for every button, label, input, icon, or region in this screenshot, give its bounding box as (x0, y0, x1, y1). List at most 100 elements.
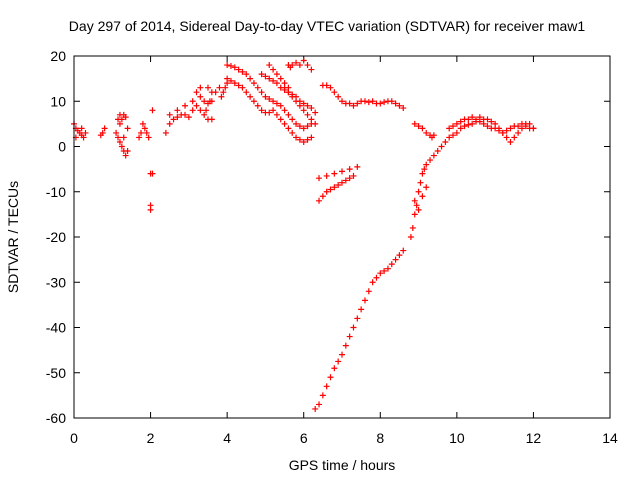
data-point-plus (138, 129, 144, 136)
data-point-plus (327, 84, 334, 91)
data-point-plus (323, 383, 330, 390)
data-point-plus (273, 100, 280, 107)
data-point-plus (270, 77, 277, 84)
data-point-plus (381, 267, 388, 274)
data-point-plus (503, 134, 510, 141)
data-point-plus (450, 123, 457, 130)
data-point-plus (203, 107, 210, 114)
data-point-plus (365, 288, 372, 295)
data-point-plus (300, 107, 307, 114)
data-point-plus (434, 148, 441, 155)
data-point-plus (335, 181, 342, 188)
y-tick-label: -10 (46, 184, 66, 200)
data-point-plus (270, 107, 277, 114)
data-point-plus (495, 125, 502, 132)
y-tick-label: -50 (46, 365, 66, 381)
data-point-plus (388, 261, 395, 268)
x-tick-label: 14 (602, 430, 618, 446)
data-points (71, 57, 537, 412)
data-point-plus (258, 107, 265, 114)
data-point-plus (266, 95, 273, 102)
data-point-plus (339, 179, 345, 186)
data-point-plus (377, 270, 384, 277)
data-point-plus (185, 114, 192, 121)
data-point-plus (300, 57, 307, 64)
data-point-plus (170, 116, 177, 123)
data-point-plus (515, 129, 522, 136)
data-point-plus (212, 89, 219, 96)
data-point-plus (80, 134, 87, 141)
data-point-plus (239, 68, 246, 75)
data-point-plus (224, 75, 231, 82)
data-point-plus (296, 136, 303, 143)
data-point-plus (124, 148, 131, 155)
data-point-plus (239, 84, 246, 91)
data-point-plus (118, 143, 125, 150)
data-point-plus (115, 116, 122, 123)
data-point-plus (281, 84, 288, 91)
data-point-plus (182, 102, 189, 109)
data-point-plus (116, 138, 123, 145)
data-point-plus (120, 134, 127, 141)
data-point-plus (450, 132, 457, 139)
data-point-plus (312, 405, 319, 412)
data-point-plus (342, 177, 349, 184)
data-point-plus (231, 64, 238, 71)
data-point-plus (327, 374, 334, 381)
data-point-plus (419, 125, 426, 132)
data-point-plus (145, 134, 152, 141)
data-point-plus (308, 66, 315, 73)
data-point-plus (162, 129, 169, 136)
chart-title: Day 297 of 2014, Sidereal Day-to-day VTE… (69, 18, 586, 34)
data-point-plus (293, 98, 300, 105)
data-point-plus (453, 120, 460, 127)
data-point-plus (323, 172, 330, 179)
data-point-plus (143, 129, 150, 136)
data-point-plus (300, 100, 307, 107)
y-tick-label: -40 (46, 320, 66, 336)
data-point-plus (369, 279, 376, 286)
data-point-plus (201, 98, 208, 105)
data-point-plus (115, 134, 122, 141)
data-point-plus (262, 93, 269, 100)
data-point-plus (220, 89, 227, 96)
data-point-plus (139, 120, 146, 127)
data-point-plus (384, 265, 391, 272)
data-point-plus (316, 401, 323, 408)
data-point-plus (400, 105, 407, 112)
data-point-plus (312, 120, 319, 127)
data-point-plus (354, 315, 361, 322)
data-point-plus (231, 80, 238, 87)
data-point-plus (316, 197, 323, 204)
data-point-plus (346, 166, 353, 173)
data-point-plus (189, 98, 196, 105)
data-point-plus (101, 125, 108, 132)
data-point-plus (415, 188, 422, 195)
data-point-plus (331, 89, 338, 96)
data-point-plus (122, 114, 129, 121)
data-point-plus (323, 82, 330, 89)
data-point-plus (392, 256, 399, 263)
data-point-plus (205, 84, 211, 91)
data-point-plus (277, 116, 284, 123)
data-point-plus (515, 123, 522, 130)
data-point-plus (285, 125, 292, 132)
data-point-plus (346, 333, 353, 340)
data-point-plus (189, 107, 196, 114)
data-point-plus (273, 71, 280, 78)
data-point-plus (208, 98, 215, 105)
data-point-plus (247, 75, 254, 82)
data-point-plus (499, 129, 506, 136)
data-point-plus (350, 172, 357, 179)
data-point-plus (312, 109, 319, 116)
data-point-plus (296, 123, 303, 130)
data-point-plus (350, 324, 357, 331)
data-point-plus (503, 127, 510, 134)
data-point-plus (419, 193, 426, 200)
data-point-plus (166, 120, 173, 127)
data-point-plus (417, 179, 424, 186)
data-point-plus (289, 129, 296, 136)
data-point-plus (423, 161, 430, 168)
data-point-plus (438, 143, 445, 150)
data-point-plus (421, 166, 428, 173)
